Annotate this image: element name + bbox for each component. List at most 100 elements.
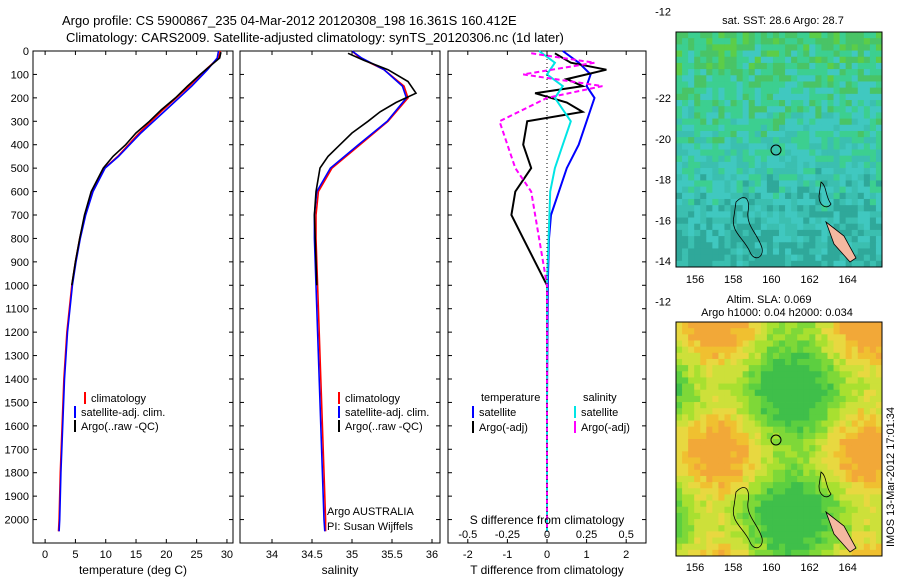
map-cell [718, 236, 725, 243]
map-cell [772, 100, 780, 107]
map-cell [797, 180, 804, 187]
map-cell [869, 75, 877, 82]
map-cell [851, 395, 859, 403]
map-cell [827, 543, 834, 551]
map-cell [809, 482, 816, 489]
series-line-argo-raw-qc- [71, 52, 222, 286]
map-cell [682, 500, 689, 508]
map-cell [845, 525, 853, 532]
map-cell [706, 432, 713, 440]
map-cell [809, 174, 816, 181]
map-cell [772, 143, 780, 150]
map-cell [724, 118, 731, 126]
map-cell [791, 100, 798, 107]
x-tick-label: -2 [463, 549, 473, 561]
map-cell [754, 549, 762, 557]
map-cell [779, 457, 786, 465]
map-cell [688, 180, 695, 187]
map-cell [736, 475, 744, 483]
map-cell [676, 161, 683, 169]
map-cell [754, 383, 762, 391]
map-cell [694, 432, 701, 440]
map-cell [700, 494, 707, 501]
map-cell [772, 161, 780, 169]
map-cell [797, 50, 804, 58]
depth-tick-labels: 0100200300400500600700800900100011001200… [5, 46, 646, 527]
map-cell [863, 211, 871, 218]
map-cell [809, 93, 816, 101]
map-cell [766, 531, 774, 538]
map-cell [688, 475, 695, 483]
map-cell [851, 389, 859, 397]
map-cell [779, 352, 786, 360]
map-cell [700, 500, 707, 508]
map-cell [760, 463, 768, 471]
map-cell [724, 106, 731, 113]
map-cell [730, 242, 737, 249]
map-cell [851, 426, 859, 434]
map-cell [700, 549, 707, 557]
map-cell [815, 439, 822, 446]
map-cell [827, 260, 834, 268]
map-cell [676, 118, 683, 126]
map-cell [700, 186, 707, 194]
map-cell [712, 488, 719, 495]
map-cell [754, 439, 762, 446]
map-cell [706, 75, 713, 82]
map-cell [688, 322, 695, 329]
map-cell [821, 506, 828, 514]
map-cell [851, 531, 859, 538]
map-cell [682, 365, 689, 372]
map-cell [779, 543, 786, 551]
map-cell [730, 236, 737, 243]
map-cell [875, 100, 883, 107]
map-cell [724, 402, 731, 409]
map-cell [730, 457, 737, 465]
map-cell [676, 56, 683, 64]
map-cell [712, 186, 719, 194]
map-cell [851, 168, 859, 175]
map-cell [869, 223, 877, 231]
map-cell [815, 322, 822, 329]
map-cell [694, 180, 701, 187]
map-cell [797, 334, 804, 341]
map-cell [779, 168, 786, 175]
map-cell [724, 525, 731, 532]
map-cell [766, 50, 774, 58]
map-cell [869, 383, 877, 391]
depth-tick-label: 1900 [5, 491, 29, 503]
map-cell [688, 469, 695, 477]
map-cell [712, 426, 719, 434]
map-cell [718, 408, 725, 415]
map-cell [839, 395, 847, 403]
map-cell [736, 217, 744, 225]
map-cell [688, 494, 695, 501]
map-cell [869, 236, 877, 243]
map-cell [700, 426, 707, 434]
map-cell [748, 260, 756, 268]
map-cell [688, 463, 695, 471]
map-cell [718, 457, 725, 465]
map-cell [682, 445, 689, 452]
map-cell [706, 180, 713, 187]
map-cell [730, 118, 737, 126]
map-cell [821, 44, 828, 51]
map-cell [875, 420, 883, 428]
map-cell [718, 500, 725, 508]
map-cell [682, 198, 689, 206]
map-cell [754, 451, 762, 458]
map-cell [815, 432, 822, 440]
map-cell [839, 260, 847, 268]
map-cell [827, 254, 834, 262]
map-cell [742, 229, 750, 237]
map-cell [821, 408, 828, 415]
map-cell [688, 62, 695, 70]
map-cell [688, 414, 695, 421]
map-cell [857, 149, 865, 157]
map-cell [742, 50, 750, 58]
map-cell [845, 469, 853, 477]
map-cell [815, 229, 822, 237]
map-cell [845, 69, 853, 76]
map-cell [742, 322, 750, 329]
map-cell [785, 426, 792, 434]
